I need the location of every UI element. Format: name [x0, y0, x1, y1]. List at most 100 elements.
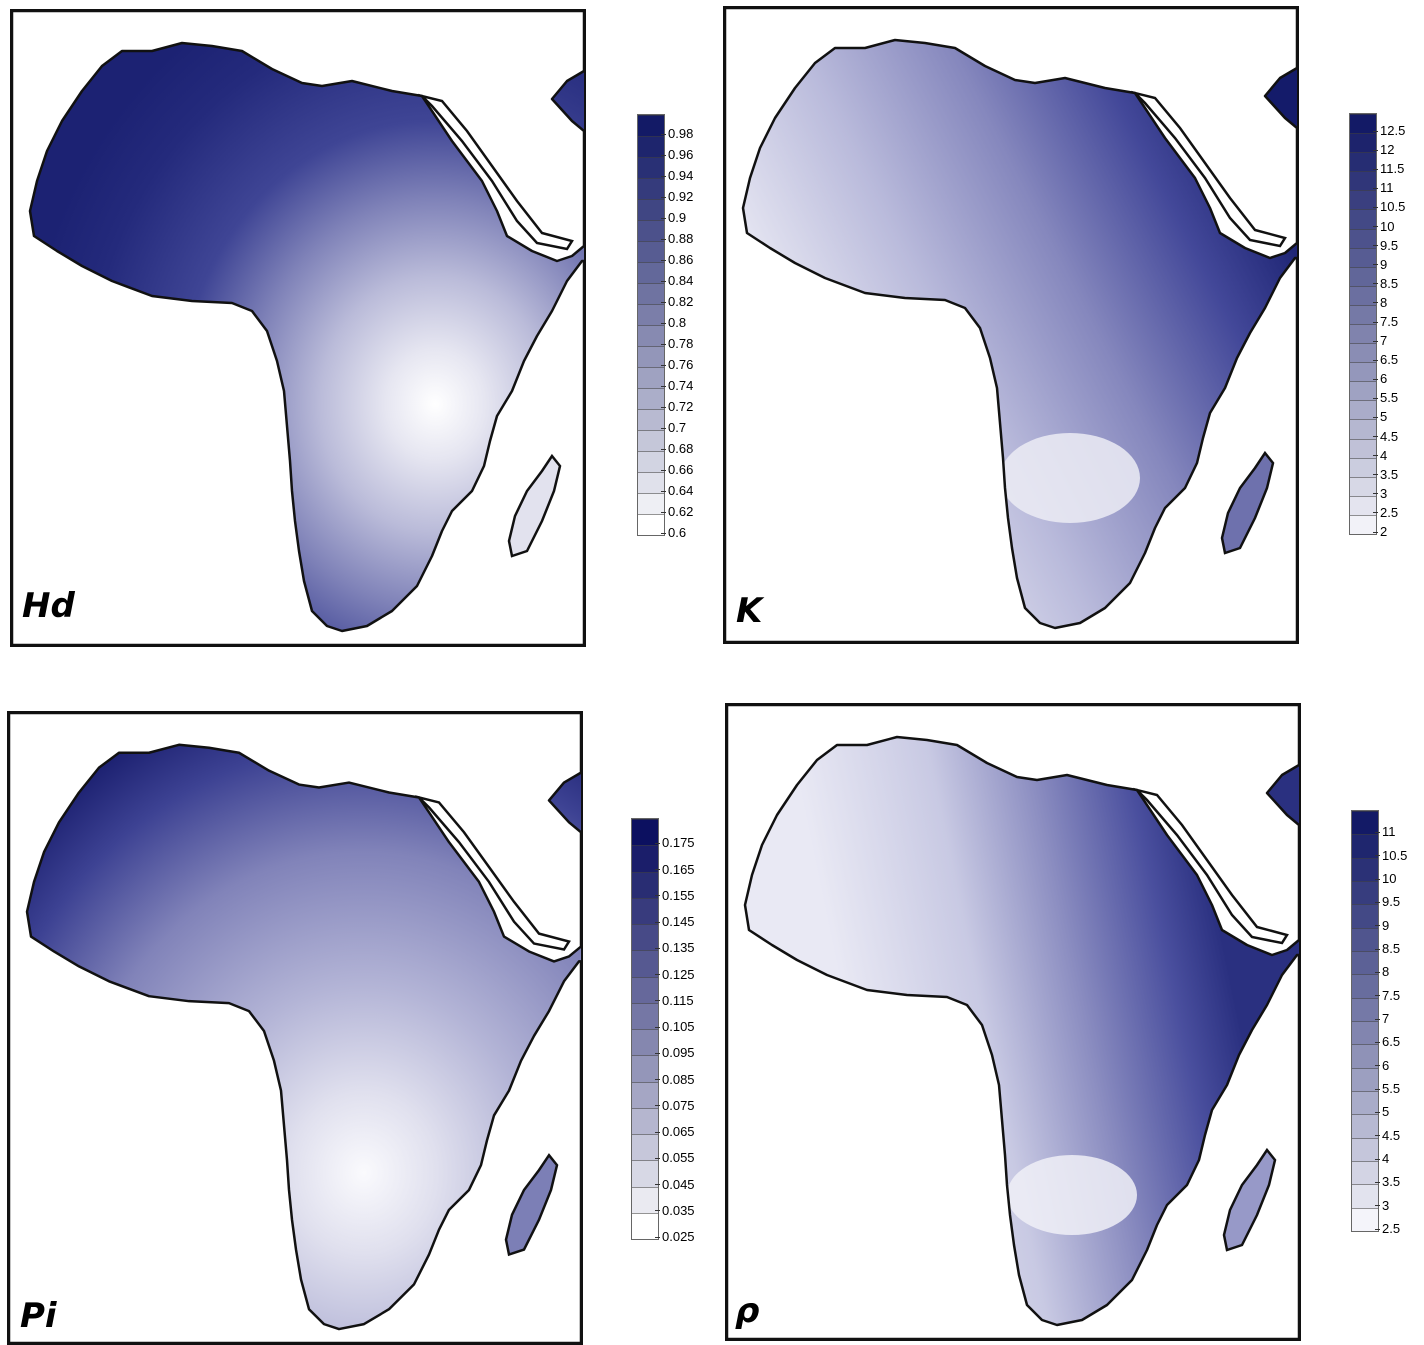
colorbar-tick-label: 2.5: [1374, 1221, 1401, 1236]
colorbar-swatch: [1352, 811, 1378, 835]
colorbar-tick-label: 0.88: [660, 231, 694, 246]
colorbar-swatch: [638, 199, 664, 220]
colorbar-swatch: [1352, 1137, 1378, 1161]
colorbar-tick-label: 0.165: [655, 861, 695, 877]
colorbar-tick-label: 0.66: [660, 462, 694, 477]
africa-map-hd: [12, 11, 584, 645]
colorbar-tick-label: 0.72: [660, 399, 694, 414]
sea-mask: [12, 11, 584, 645]
colorbar-tick-label: 10: [1372, 218, 1395, 234]
colorbar-swatch: [632, 871, 658, 898]
colorbar-tick-label: 0.105: [655, 1019, 695, 1034]
colorbar-swatch: [1352, 857, 1378, 881]
colorbar-tick-label: 2: [1372, 524, 1388, 539]
colorbar-swatch: [1350, 209, 1376, 229]
colorbar-swatch: [632, 897, 658, 924]
sea-mask: [727, 705, 1299, 1339]
colorbar-tick-label: 12: [1372, 142, 1395, 158]
colorbar-legend-rho: 11 10.5 10 9.5 9 8.5 8 7.5 7 6.5 6 5.5 5 4.5 4 3.5 3 2.5: [1351, 810, 1424, 1236]
sea-mask: [9, 713, 581, 1343]
madagascar-island: [504, 1153, 559, 1257]
colorbar-tick-label: 0.64: [660, 483, 694, 498]
colorbar-tick-label: 3.5: [1374, 1174, 1401, 1190]
colorbar-tick-label: 6: [1372, 371, 1388, 387]
sea-mask: [725, 8, 1297, 642]
colorbar-swatch: [632, 1212, 658, 1239]
colorbar-swatch: [1352, 1044, 1378, 1068]
colorbar-tick-label: 0.92: [660, 189, 694, 204]
africa-map-pi: [9, 713, 581, 1343]
colorbar-tick-label: 0.065: [655, 1124, 695, 1139]
red-sea-outline: [414, 795, 571, 951]
colorbar-tick-label: 0.9: [660, 210, 687, 225]
colorbar-swatch: [1350, 438, 1376, 458]
colorbar-tick-label: 7.5: [1372, 314, 1399, 329]
colorbar-swatch: [638, 451, 664, 472]
africa-map-k: [725, 8, 1297, 642]
colorbar-swatch: [632, 1055, 658, 1082]
panel-label-rho: ρ: [735, 1291, 760, 1331]
colorbar-tick-label: 0.135: [655, 940, 695, 956]
colorbar: [1351, 810, 1379, 1232]
colorbar-swatch: [1350, 362, 1376, 382]
colorbar-tick-label: 6.5: [1374, 1034, 1401, 1050]
colorbar-tick-label: 10.5: [1374, 847, 1408, 863]
colorbar-swatch: [632, 1107, 658, 1134]
colorbar-swatch: [1350, 228, 1376, 248]
map-frame-k: [723, 6, 1299, 644]
colorbar-tick-label: 0.125: [655, 966, 695, 982]
colorbar-tick-label: 9: [1374, 917, 1390, 933]
colorbar-tick-label: 0.76: [660, 357, 694, 372]
colorbar-tick-label: 0.74: [660, 378, 694, 393]
colorbar-tick-label: 6.5: [1372, 352, 1399, 368]
colorbar-tick-label: 0.145: [655, 914, 695, 929]
colorbar-swatch: [638, 262, 664, 283]
panel-label-pi: Pi: [20, 1296, 57, 1336]
colorbar-swatch: [1350, 419, 1376, 439]
red-sea-outline: [417, 93, 574, 251]
colorbar-swatch: [632, 924, 658, 951]
colorbar-tick-label: 0.175: [655, 835, 695, 851]
colorbar-swatch: [632, 976, 658, 1003]
colorbar-swatch: [1350, 247, 1376, 267]
colorbar: [631, 818, 659, 1240]
colorbar-tick-label: 3: [1372, 485, 1388, 501]
colorbar-swatch: [632, 1029, 658, 1056]
colorbar-swatch: [1352, 1091, 1378, 1115]
colorbar-swatch: [638, 304, 664, 325]
colorbar-swatch: [638, 241, 664, 262]
colorbar: [1349, 113, 1377, 535]
colorbar-swatch: [1352, 974, 1378, 998]
colorbar-swatch: [632, 1160, 658, 1187]
colorbar-tick-label: 12.5: [1372, 123, 1406, 139]
colorbar-swatch: [1350, 514, 1376, 534]
colorbar-swatch: [1350, 381, 1376, 401]
colorbar-tick-label: 9: [1372, 256, 1388, 272]
colorbar-swatch: [1350, 324, 1376, 344]
colorbar-swatch: [1352, 1184, 1378, 1208]
colorbar-swatch: [1350, 476, 1376, 496]
africa-map-rho: [727, 705, 1299, 1339]
colorbar-tick-label: 3.5: [1372, 466, 1399, 482]
madagascar-island: [1222, 1147, 1277, 1252]
colorbar-tick-label: 0.98: [660, 126, 694, 141]
colorbar-swatch: [638, 493, 664, 514]
low-value-core: [1007, 1155, 1137, 1235]
colorbar-tick-label: 0.7: [660, 420, 687, 435]
colorbar-swatch: [1350, 400, 1376, 420]
madagascar-island: [1220, 450, 1275, 555]
colorbar-swatch: [638, 325, 664, 346]
colorbar-tick-label: 8: [1372, 294, 1388, 310]
colorbar-swatch: [1350, 114, 1376, 134]
colorbar-tick-label: 10.5: [1372, 199, 1406, 215]
colorbar-swatch: [1352, 1161, 1378, 1185]
colorbar-swatch: [632, 1186, 658, 1213]
colorbar-swatch: [1350, 285, 1376, 305]
panel-label-k: K: [736, 591, 763, 631]
colorbar-tick-label: 0.86: [660, 252, 694, 267]
colorbar-tick-label: 0.8: [660, 315, 687, 330]
colorbar-swatch: [1352, 1114, 1378, 1138]
colorbar-swatch: [632, 1002, 658, 1029]
colorbar-swatch: [1352, 997, 1378, 1021]
colorbar-swatch: [1352, 1207, 1378, 1231]
